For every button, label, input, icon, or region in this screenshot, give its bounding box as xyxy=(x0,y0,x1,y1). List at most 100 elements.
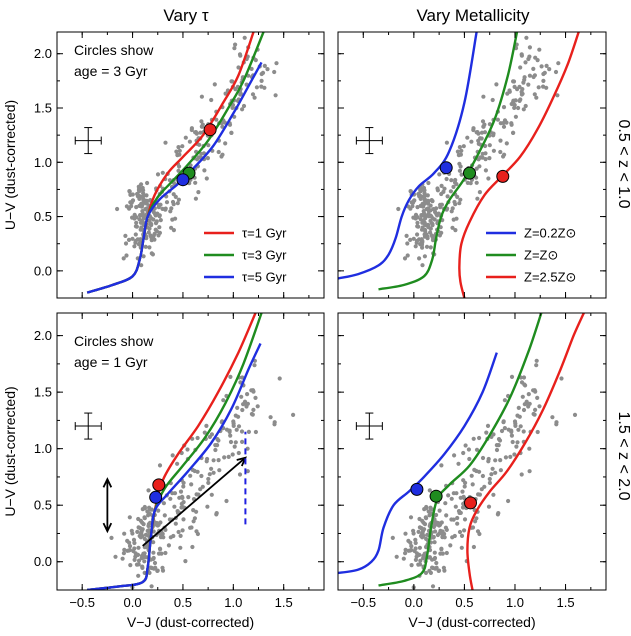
scatter-point xyxy=(421,203,426,208)
scatter-point xyxy=(480,119,486,124)
scatter-point xyxy=(471,544,476,550)
scatter-point xyxy=(404,233,409,238)
scatter-point xyxy=(141,551,146,556)
scatter-point xyxy=(480,473,485,479)
plot-area xyxy=(87,313,296,590)
scatter-point xyxy=(491,133,496,138)
scatter-point xyxy=(471,126,476,131)
scatter-point xyxy=(512,84,517,89)
scatter-point xyxy=(499,428,505,434)
scatter-point xyxy=(244,404,249,409)
scatter-point xyxy=(174,149,179,154)
scatter-point xyxy=(519,472,524,477)
scatter-point xyxy=(476,131,481,136)
scatter-point xyxy=(127,189,132,194)
scatter-point xyxy=(233,413,238,418)
scatter-point xyxy=(236,65,241,70)
scatter-point xyxy=(240,107,245,112)
scatter-point xyxy=(128,192,133,197)
scatter-point xyxy=(131,548,136,554)
scatter-point xyxy=(214,117,219,122)
scatter-point xyxy=(479,487,484,492)
scatter-point xyxy=(188,473,193,478)
scatter-point xyxy=(147,570,152,576)
scatter-point xyxy=(134,220,139,225)
scatter-point xyxy=(238,92,243,97)
scatter-point xyxy=(130,531,135,536)
scatter-point xyxy=(153,212,158,217)
annotation-line-1: Circles show xyxy=(74,42,154,58)
scatter-point xyxy=(183,559,188,564)
scatter-point xyxy=(459,545,464,550)
scatter-point xyxy=(428,570,433,576)
scatter-point xyxy=(539,64,544,69)
scatter-point xyxy=(423,570,429,576)
panel-top-right: Z=0.2Z⊙ Z=Z⊙ Z=2.5Z⊙ xyxy=(337,31,607,299)
age-marker-blue xyxy=(410,482,424,496)
scatter-point xyxy=(262,19,266,23)
scatter-point xyxy=(176,145,181,150)
scatter-point xyxy=(121,256,126,261)
scatter-point xyxy=(460,505,466,510)
scatter-point xyxy=(486,456,491,462)
scatter-point xyxy=(173,521,178,526)
scatter-point xyxy=(170,491,175,496)
scatter-point xyxy=(522,77,527,82)
scatter-point xyxy=(230,452,235,457)
scatter-point xyxy=(453,228,458,233)
scatter-point xyxy=(415,215,420,220)
scatter-point xyxy=(536,85,541,90)
scatter-point xyxy=(444,513,449,518)
scatter-point xyxy=(427,555,432,560)
scatter-point xyxy=(216,149,221,155)
scatter-point xyxy=(176,529,181,535)
scatter-point xyxy=(226,454,231,459)
scatter-point xyxy=(519,92,525,97)
scatter-point xyxy=(171,192,176,197)
scatter-point xyxy=(143,244,148,249)
double-arrow xyxy=(102,477,113,534)
scatter-point xyxy=(146,513,151,518)
scatter-point xyxy=(501,124,507,129)
scatter-point xyxy=(122,531,127,536)
scatter-point xyxy=(527,45,533,50)
scatter-point xyxy=(199,119,204,124)
scatter-point xyxy=(513,114,519,119)
y-axis-label: U−V (dust-corrected) xyxy=(2,386,18,516)
scatter-point xyxy=(542,70,547,75)
scatter-point xyxy=(534,363,539,368)
scatter-point xyxy=(434,206,439,211)
scatter-point xyxy=(403,531,408,536)
scatter-point xyxy=(420,529,426,534)
scatter-point xyxy=(477,435,482,441)
scatter-point xyxy=(498,458,503,463)
scatter-point xyxy=(199,473,204,479)
scatter-point xyxy=(123,241,129,246)
y-tick-label: 1.5 xyxy=(34,101,52,116)
scatter-point xyxy=(534,95,539,100)
scatter-point xyxy=(444,527,449,533)
scatter-point xyxy=(495,117,500,122)
scatter-point xyxy=(506,498,511,504)
scatter-point xyxy=(487,143,492,148)
scatter-point xyxy=(521,429,526,434)
y-tick-label: 1.5 xyxy=(34,385,52,400)
scatter-point xyxy=(504,141,509,146)
scatter-point xyxy=(409,547,414,553)
scatter-point xyxy=(477,492,482,497)
scatter-point xyxy=(245,392,250,397)
scatter-point xyxy=(487,476,492,482)
scatter-point xyxy=(211,458,216,463)
scatter-point xyxy=(205,504,210,509)
scatter-point xyxy=(217,468,222,473)
scatter-point xyxy=(204,176,209,181)
scatter-point xyxy=(442,186,447,191)
scatter-point xyxy=(190,544,195,550)
scatter-point xyxy=(212,82,217,87)
scatter-point xyxy=(518,97,523,102)
scatter-point xyxy=(440,532,445,538)
scatter-point xyxy=(179,505,184,510)
scatter-point xyxy=(242,35,247,40)
scatter-point xyxy=(510,130,516,135)
scatter-point xyxy=(189,126,194,131)
